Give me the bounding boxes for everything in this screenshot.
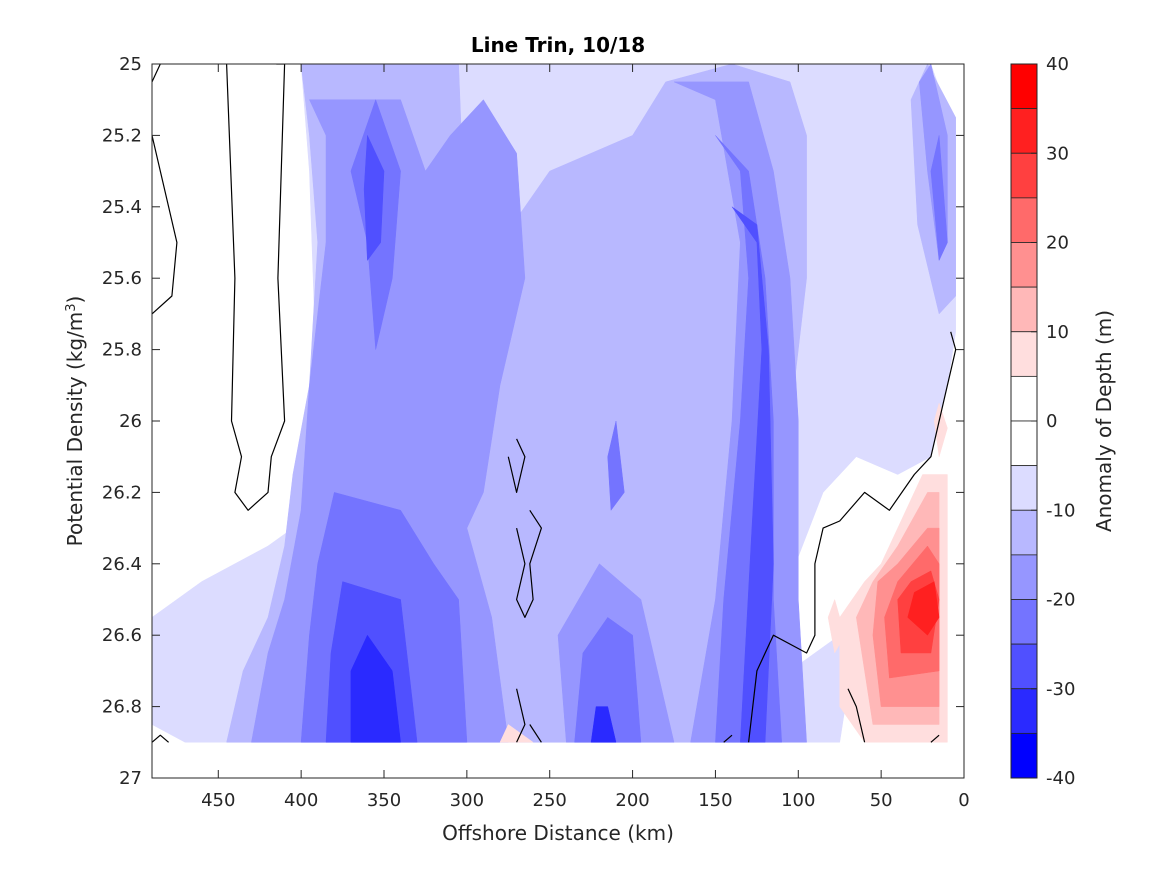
y-axis-title-superscript: 3 (64, 303, 79, 311)
colorbar-tick-label-2: 20 (1046, 233, 1069, 254)
colorbar-tick-label-8: -40 (1046, 768, 1075, 789)
colorbar-tick-label-4: 0 (1046, 411, 1057, 432)
zero-contour-line-6 (529, 724, 542, 743)
colorbar-swatch-15 (1010, 732, 1038, 779)
colorbar-title: Anomaly of Depth (m) (1092, 310, 1116, 532)
x-tick-label-300: 300 (450, 790, 484, 811)
x-tick-label-250: 250 (533, 790, 567, 811)
zero-contour-line-8 (748, 331, 957, 743)
zero-contour-line-11 (930, 734, 940, 743)
colorbar-tick-label-6: -20 (1046, 590, 1075, 611)
y-axis-title-tail: ) (63, 296, 87, 304)
y-axis: 25 25.2 25.4 25.6 25.8 26 26.2 26.4 26.6 26.8 27 (102, 54, 964, 789)
zero-contour-line-9 (847, 688, 866, 743)
colorbar-swatch-8 (1010, 420, 1038, 467)
x-axis: 450 400 350 300 250 200 150 100 50 0 (201, 64, 970, 811)
contour-region-22 (933, 402, 948, 457)
zero-contour-line-1 (152, 135, 178, 315)
zero-contour-line-7 (152, 734, 169, 743)
contour-region-16 (363, 135, 385, 261)
x-tick-label-0: 0 (958, 790, 969, 811)
colorbar-swatch-3 (1010, 197, 1038, 243)
y-tick-label-7: 26.4 (102, 554, 142, 575)
colorbar-swatch-6 (1010, 331, 1038, 377)
colorbar-swatch-7 (1010, 375, 1038, 422)
colorbar-swatch-13 (1010, 643, 1038, 690)
y-axis-title: Potential Density (kg/m3) (63, 296, 87, 547)
y-tick-label-2: 25.4 (102, 197, 142, 218)
colorbar-tick-label-3: 10 (1046, 322, 1069, 343)
colorbar: 40 30 20 10 0 -10 -20 -30 -40 (1010, 54, 1075, 789)
colorbar-swatch-12 (1010, 599, 1038, 645)
x-tick-label-350: 350 (367, 790, 401, 811)
zero-contour-line-2 (226, 64, 286, 511)
contour-region-20 (827, 599, 845, 654)
chart-title: Line Trin, 10/18 (471, 33, 645, 57)
colorbar-tick-label-7: -30 (1046, 679, 1075, 700)
contour-region-15 (731, 206, 774, 743)
colorbar-swatch-5 (1010, 286, 1038, 333)
colorbar-swatch-1 (1010, 108, 1038, 154)
colorbar-swatch-14 (1010, 688, 1038, 734)
x-tick-label-200: 200 (615, 790, 649, 811)
contour-region-12 (607, 420, 625, 511)
x-tick-label-150: 150 (698, 790, 732, 811)
x-tick-label-100: 100 (781, 790, 815, 811)
y-tick-label-0: 25 (119, 54, 142, 75)
x-axis-title: Offshore Distance (km) (442, 821, 674, 845)
colorbar-swatch-11 (1010, 554, 1038, 600)
zero-contour-line-0 (152, 64, 161, 83)
colorbar-swatch-2 (1010, 152, 1038, 199)
y-tick-label-4: 25.8 (102, 340, 142, 361)
y-tick-label-5: 26 (119, 411, 142, 432)
y-tick-label-8: 26.6 (102, 625, 142, 646)
colorbar-tick-label-5: -10 (1046, 500, 1075, 521)
contour-region-13 (930, 135, 948, 261)
y-axis-title-main: Potential Density (kg/m (63, 312, 87, 547)
zero-contour-line-5 (516, 688, 526, 743)
zero-contour-layer (152, 64, 957, 743)
zero-contour-line-4 (515, 509, 543, 619)
contour-region-18 (590, 706, 617, 743)
zero-contour-line-10 (723, 734, 733, 743)
colorbar-swatch-10 (1010, 509, 1038, 556)
colorbar-swatch-0 (1010, 63, 1038, 110)
y-tick-label-6: 26.2 (102, 482, 142, 503)
contour-region-17 (350, 634, 401, 743)
x-tick-label-50: 50 (870, 790, 893, 811)
colorbar-tick-label-0: 40 (1046, 54, 1069, 75)
contour-fill-layer (152, 64, 956, 743)
y-tick-label-9: 26.8 (102, 697, 142, 718)
y-tick-label-3: 25.6 (102, 268, 142, 289)
colorbar-tick-label-1: 30 (1046, 143, 1069, 164)
zero-contour-line-3 (507, 438, 526, 493)
x-tick-label-400: 400 (284, 790, 318, 811)
colorbar-swatch-4 (1010, 242, 1038, 288)
x-tick-label-450: 450 (201, 790, 235, 811)
colorbar-swatch-9 (1010, 465, 1038, 511)
y-tick-label-10: 27 (119, 768, 142, 789)
y-tick-label-1: 25.2 (102, 125, 142, 146)
contour-region-27 (907, 581, 940, 636)
